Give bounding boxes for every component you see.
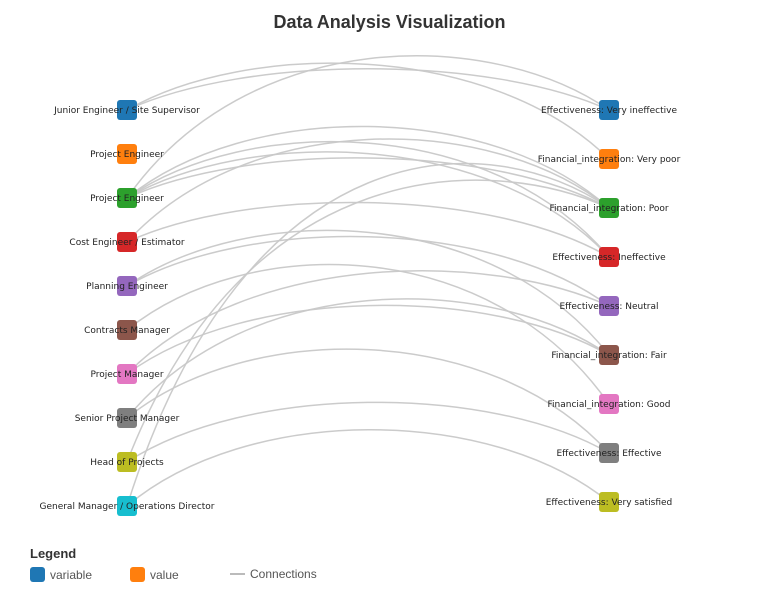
legend-item: value bbox=[130, 567, 179, 582]
bipartite-diagram: Junior Engineer / Site Supervisor Project… bbox=[39, 55, 681, 516]
connection-link bbox=[126, 401, 610, 463]
right-node[interactable] bbox=[599, 100, 619, 120]
legend-item-label: variable bbox=[50, 567, 93, 582]
right-node-label: Effectiveness: Effective bbox=[556, 449, 662, 459]
connection-link bbox=[126, 55, 610, 199]
legend-item: variable bbox=[30, 567, 92, 582]
left-node[interactable] bbox=[117, 496, 137, 516]
right-node[interactable] bbox=[599, 345, 619, 365]
left-node[interactable] bbox=[117, 232, 137, 252]
right-node[interactable] bbox=[599, 394, 619, 414]
connection-link bbox=[126, 125, 610, 209]
connection-link bbox=[126, 162, 610, 507]
left-node-label: Junior Engineer / Site Supervisor bbox=[53, 106, 200, 116]
left-node-label: Head of Projects bbox=[90, 458, 164, 468]
right-node[interactable] bbox=[599, 149, 619, 169]
connection-link bbox=[126, 348, 610, 454]
left-node[interactable] bbox=[117, 408, 137, 428]
connection-link bbox=[126, 304, 610, 375]
left-node-label: Project Manager bbox=[90, 370, 163, 380]
right-node[interactable] bbox=[599, 443, 619, 463]
right-node-label: Financial_integration: Poor bbox=[549, 204, 668, 214]
right-node-label: Effectiveness: Ineffective bbox=[552, 253, 666, 263]
left-node-label: General Manager / Operations Director bbox=[39, 502, 214, 512]
left-node-label: Project Engineer bbox=[90, 194, 164, 204]
connection-link bbox=[126, 62, 610, 160]
left-node-label: Project Engineer bbox=[90, 150, 164, 160]
left-node-label: Contracts Manager bbox=[84, 326, 170, 336]
legend-swatch-icon bbox=[130, 567, 145, 582]
left-node[interactable] bbox=[117, 276, 137, 296]
connection-links bbox=[126, 55, 610, 507]
diagram-nodes bbox=[117, 100, 619, 516]
legend-item-label: value bbox=[150, 567, 179, 582]
right-node-label: Financial_integration: Fair bbox=[551, 351, 667, 361]
legend-title: Legend bbox=[30, 546, 77, 561]
connection-link bbox=[126, 429, 610, 507]
connection-link bbox=[126, 270, 610, 375]
left-node-label: Senior Project Manager bbox=[75, 414, 180, 424]
right-node-label: Financial_integration: Good bbox=[548, 400, 671, 410]
right-node-label: Effectiveness: Very ineffective bbox=[541, 106, 677, 116]
left-node[interactable] bbox=[117, 452, 137, 472]
right-node[interactable] bbox=[599, 247, 619, 267]
chart-title: Data Analysis Visualization bbox=[273, 12, 506, 32]
connection-link bbox=[126, 68, 610, 111]
right-node[interactable] bbox=[599, 296, 619, 316]
legend-item: Connections bbox=[230, 567, 317, 581]
left-node[interactable] bbox=[117, 188, 137, 208]
connection-link bbox=[126, 151, 610, 258]
connection-link bbox=[126, 229, 610, 356]
right-node[interactable] bbox=[599, 198, 619, 218]
right-node-label: Effectiveness: Very satisfied bbox=[546, 498, 673, 508]
right-node-label: Effectiveness: Neutral bbox=[560, 302, 659, 312]
legend: Legend variable value Connections bbox=[30, 546, 430, 587]
connection-link bbox=[126, 138, 610, 243]
connection-link bbox=[126, 298, 610, 419]
left-node-label: Cost Engineer / Estimator bbox=[69, 238, 184, 248]
legend-items: variable value Connections bbox=[30, 567, 430, 587]
left-node-label: Planning Engineer bbox=[86, 282, 168, 292]
connection-link bbox=[126, 201, 610, 258]
left-node[interactable] bbox=[117, 320, 137, 340]
legend-swatch-icon bbox=[30, 567, 45, 582]
legend-line-icon bbox=[230, 573, 245, 575]
left-node[interactable] bbox=[117, 144, 137, 164]
right-node[interactable] bbox=[599, 492, 619, 512]
legend-item-label: Connections bbox=[250, 567, 317, 581]
connection-link bbox=[126, 179, 610, 463]
left-node[interactable] bbox=[117, 364, 137, 384]
node-labels: Junior Engineer / Site Supervisor Project… bbox=[39, 106, 680, 512]
connection-link bbox=[126, 235, 610, 307]
connection-link bbox=[126, 263, 610, 405]
connection-link bbox=[126, 157, 610, 209]
connection-link bbox=[126, 140, 610, 258]
right-node-label: Financial_integration: Very poor bbox=[538, 155, 681, 165]
left-node[interactable] bbox=[117, 100, 137, 120]
